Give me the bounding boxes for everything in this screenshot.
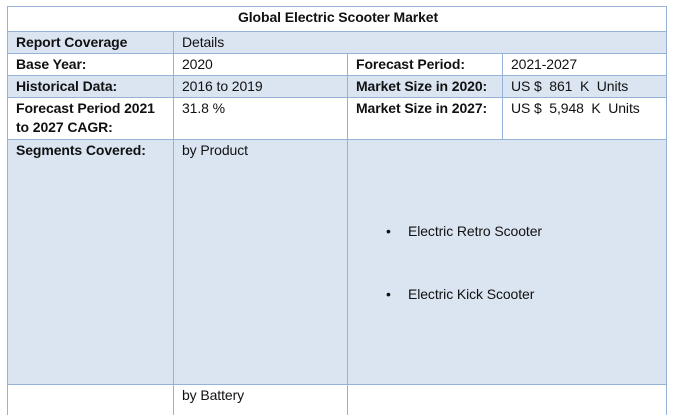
historical-data-row: Historical Data: 2016 to 2019 Market Siz… bbox=[7, 75, 668, 98]
title-row: Global Electric Scooter Market bbox=[6, 6, 668, 32]
table-title: Global Electric Scooter Market bbox=[6, 6, 668, 32]
forecast-period-label: Forecast Period: bbox=[347, 53, 503, 76]
segment-items-battery-cell: Sealed Lead Acid Li-ion Ni-MH bbox=[346, 384, 668, 415]
market-size-2020-label: Market Size in 2020: bbox=[347, 75, 503, 98]
market-size-2027-value: US $ 5,948 K Units bbox=[501, 97, 668, 140]
report-coverage-table: Global Electric Scooter Market Report Co… bbox=[6, 6, 668, 415]
segment-row-battery: by Battery Sealed Lead Acid Li-ion Ni-MH bbox=[7, 384, 668, 415]
coverage-row: Report Coverage Details bbox=[7, 31, 668, 54]
forecast-period-value: 2021-2027 bbox=[501, 53, 668, 76]
base-year-value: 2020 bbox=[173, 53, 348, 76]
cagr-value: 31.8 % bbox=[173, 97, 348, 140]
cagr-label: Forecast Period 2021 to 2027 CAGR: bbox=[7, 97, 174, 140]
market-size-2020-value: US $ 861 K Units bbox=[501, 75, 668, 98]
segments-covered-spacer bbox=[7, 384, 174, 415]
segment-group-product: by Product bbox=[173, 139, 348, 385]
list-item: Electric Kick Scooter bbox=[386, 282, 660, 307]
segment-group-battery: by Battery bbox=[173, 384, 348, 415]
base-year-row: Base Year: 2020 Forecast Period: 2021-20… bbox=[7, 53, 668, 76]
historical-data-value: 2016 to 2019 bbox=[173, 75, 348, 98]
segment-items-product: Electric Retro Scooter Electric Kick Sco… bbox=[356, 181, 660, 345]
segment-items-product-cell: Electric Retro Scooter Electric Kick Sco… bbox=[346, 139, 668, 385]
cagr-row: Forecast Period 2021 to 2027 CAGR: 31.8 … bbox=[7, 97, 668, 140]
report-coverage-label: Report Coverage bbox=[7, 31, 174, 54]
list-item: Electric Retro Scooter bbox=[386, 219, 660, 244]
base-year-label: Base Year: bbox=[7, 53, 174, 76]
segment-row-product: Segments Covered: by Product Electric Re… bbox=[7, 139, 668, 385]
segments-covered-label: Segments Covered: bbox=[7, 139, 174, 385]
market-size-2027-label: Market Size in 2027: bbox=[347, 97, 503, 140]
report-coverage-value: Details bbox=[172, 31, 668, 54]
historical-data-label: Historical Data: bbox=[7, 75, 174, 98]
